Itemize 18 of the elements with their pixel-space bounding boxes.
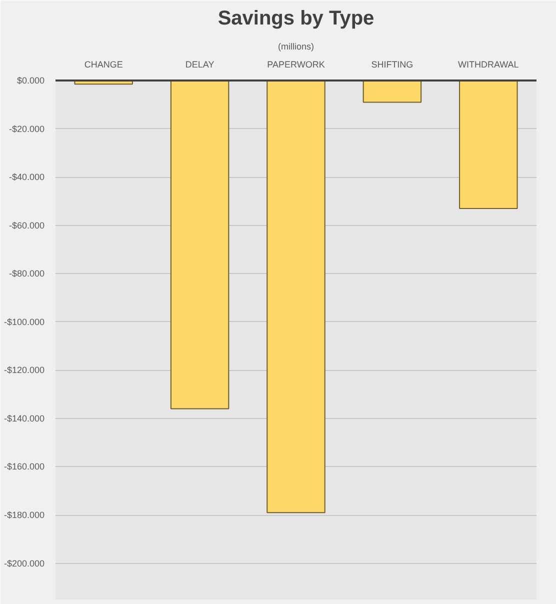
x-tick-label: CHANGE: [84, 60, 123, 70]
y-tick-label: -$20.000: [8, 124, 44, 134]
y-tick-label: -$80.000: [8, 268, 44, 279]
x-tick-label: PAPERWORK: [267, 60, 325, 70]
y-tick-label: -$180.000: [4, 510, 45, 520]
chart-title: Savings by Type: [218, 8, 374, 30]
y-tick-label: -$60.000: [8, 220, 44, 230]
y-tick-label: -$40.000: [8, 172, 44, 182]
x-tick-label: WITHDRAWAL: [458, 60, 519, 70]
y-tick-label: -$160.000: [4, 462, 45, 472]
y-tick-label: -$200.000: [4, 558, 45, 568]
chart-subtitle: (millions): [278, 42, 314, 52]
y-tick-label: -$120.000: [4, 365, 45, 376]
y-tick-label: $0.000: [16, 76, 45, 86]
y-tick-label: -$100.000: [4, 316, 45, 327]
x-tick-label: SHIFTING: [371, 60, 414, 70]
x-tick-label: DELAY: [185, 60, 214, 70]
y-tick-label: -$140.000: [4, 413, 45, 424]
